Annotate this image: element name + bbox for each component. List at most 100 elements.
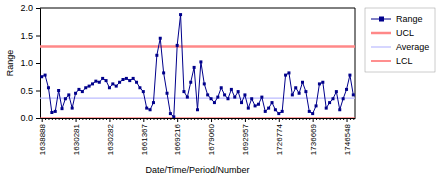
data-point	[172, 115, 175, 118]
x-minor-tick-mark	[103, 118, 104, 120]
x-minor-tick-mark	[286, 118, 287, 120]
x-tick	[52, 118, 53, 120]
data-point	[186, 96, 189, 99]
legend-label: LCL	[396, 56, 413, 66]
data-point	[277, 112, 280, 115]
data-point	[152, 101, 155, 104]
x-tick-mark	[211, 118, 212, 122]
y-axis: 0.00.51.01.52.0	[20, 3, 40, 123]
legend-label: Range	[396, 14, 423, 24]
x-minor-tick-mark	[292, 118, 293, 120]
x-minor-tick-mark	[181, 118, 182, 120]
x-tick	[170, 118, 171, 120]
x-tick-mark	[143, 118, 144, 122]
x-minor-tick-mark	[191, 118, 192, 120]
legend-item: Range	[371, 14, 423, 24]
x-minor-tick-mark	[187, 118, 188, 120]
data-point	[196, 108, 199, 111]
x-tick	[79, 118, 80, 120]
data-point	[105, 79, 108, 82]
x-tick	[194, 118, 195, 120]
x-tick	[82, 118, 83, 120]
x-minor-tick-mark	[52, 118, 53, 120]
x-minor-tick-mark	[174, 118, 175, 120]
x-minor-tick-mark	[79, 118, 80, 120]
data-point	[162, 71, 165, 74]
data-point	[301, 81, 304, 84]
x-tick	[272, 118, 273, 120]
data-point	[321, 81, 324, 84]
x-tick	[242, 118, 243, 120]
x-tick	[269, 118, 270, 120]
data-point	[47, 86, 50, 89]
x-minor-tick-mark	[201, 118, 202, 120]
x-minor-tick-mark	[130, 118, 131, 120]
x-tick	[133, 118, 134, 120]
data-point	[125, 77, 128, 80]
data-point	[233, 96, 236, 99]
x-tick	[157, 118, 158, 120]
data-point	[88, 85, 91, 88]
x-tick	[319, 118, 320, 120]
data-point	[135, 81, 138, 84]
data-point	[213, 101, 216, 104]
x-minor-tick-mark	[340, 118, 341, 120]
data-point	[91, 82, 94, 85]
data-point	[44, 74, 47, 77]
x-minor-tick-mark	[275, 118, 276, 120]
x-tick-label: 1638888	[38, 123, 47, 155]
x-minor-tick-mark	[282, 118, 283, 120]
x-tick	[336, 118, 337, 120]
x-minor-tick-mark	[204, 118, 205, 120]
x-tick	[96, 118, 97, 120]
x-minor-tick-mark	[123, 118, 124, 120]
data-point	[243, 93, 246, 96]
x-tick	[248, 118, 249, 120]
x-tick	[353, 118, 354, 120]
x-tick	[181, 118, 182, 120]
x-minor-tick-mark	[316, 118, 317, 120]
data-point	[247, 107, 250, 110]
data-point	[74, 92, 77, 95]
x-minor-tick-mark	[170, 118, 171, 120]
x-tick	[126, 118, 127, 120]
x-tick	[326, 118, 327, 120]
data-point	[98, 81, 101, 84]
x-tick	[275, 118, 276, 120]
x-axis: 1638888163028116302821661367166921616790…	[38, 118, 356, 155]
y-tick-mark	[36, 8, 40, 9]
data-point	[338, 108, 341, 111]
data-point	[287, 71, 290, 74]
legend-swatch	[371, 46, 391, 47]
x-tick	[48, 118, 49, 120]
x-minor-tick-mark	[306, 118, 307, 120]
x-minor-tick-mark	[323, 118, 324, 120]
x-tick	[89, 118, 90, 120]
x-minor-tick-mark	[289, 118, 290, 120]
x-tick-label: 1669216	[173, 123, 182, 155]
y-tick: 2.0	[20, 3, 40, 13]
data-point	[220, 86, 223, 89]
x-tick	[198, 118, 199, 120]
x-tick	[167, 118, 168, 120]
x-minor-tick-mark	[350, 118, 351, 120]
chart: 0.00.51.01.52.01638888163028116302821661…	[0, 0, 441, 178]
data-point	[193, 66, 196, 69]
x-tick	[235, 118, 236, 120]
x-tick	[106, 118, 107, 120]
data-point	[176, 44, 179, 47]
x-minor-tick-mark	[120, 118, 121, 120]
x-minor-tick-mark	[164, 118, 165, 120]
x-tick-mark	[42, 118, 43, 122]
x-tick	[252, 118, 253, 120]
x-minor-tick-mark	[330, 118, 331, 120]
x-tick	[153, 118, 154, 120]
x-tick	[340, 118, 341, 120]
x-minor-tick-mark	[96, 118, 97, 120]
x-minor-tick-mark	[150, 118, 151, 120]
x-tick: 1679060	[207, 118, 216, 155]
x-tick	[343, 118, 344, 120]
x-tick-label: 1679060	[207, 123, 216, 155]
x-minor-tick-mark	[265, 118, 266, 120]
x-minor-tick-mark	[72, 118, 73, 120]
